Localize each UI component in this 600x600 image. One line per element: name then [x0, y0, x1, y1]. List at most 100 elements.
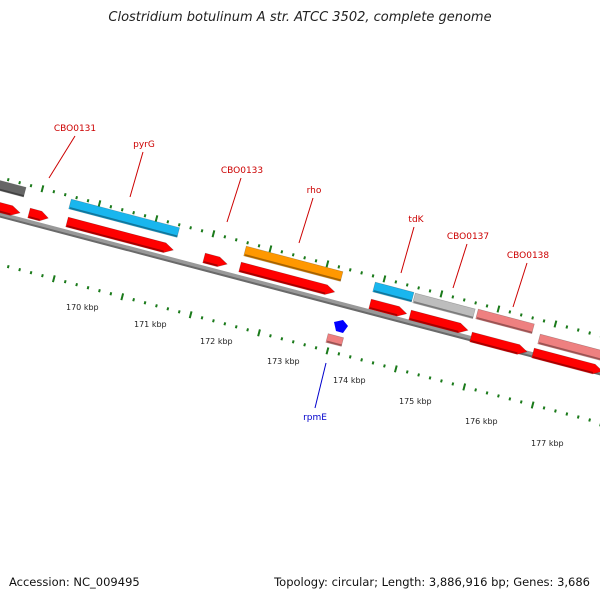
cds-arrow: [408, 309, 469, 334]
cds-arrow-shape: [408, 309, 469, 334]
tick-mark: [348, 355, 352, 359]
tick-mark: [6, 264, 10, 269]
cds-box: [475, 308, 535, 334]
tick-mark: [325, 260, 330, 268]
tick-mark: [303, 256, 306, 260]
tick-mark: [132, 211, 135, 215]
tick-mark: [109, 292, 113, 296]
cds-arrow-shade: [470, 340, 518, 354]
tick-mark: [337, 265, 341, 269]
tick-mark: [474, 388, 477, 392]
leader-line: [512, 262, 528, 308]
cds-arrow-shade: [239, 270, 326, 295]
cds-box: [372, 281, 415, 303]
gene-label-cbo0137: CBO0137: [447, 232, 489, 242]
cds-box-shape: [537, 333, 600, 362]
tick-mark: [86, 199, 90, 203]
tick-mark: [63, 193, 67, 197]
tick-mark: [393, 365, 398, 373]
tick-mark: [143, 214, 147, 218]
tick-mark: [52, 190, 56, 194]
tick-mark: [576, 328, 580, 332]
tick-mark: [40, 185, 45, 193]
cds-box-shape: [412, 292, 476, 320]
tick-mark: [314, 346, 318, 350]
scale-label: 175 kbp: [399, 397, 432, 406]
tick-mark: [143, 301, 147, 305]
scale-label: 170 kbp: [66, 303, 99, 312]
tick-mark: [234, 238, 238, 242]
tick-mark: [360, 358, 363, 362]
lower-tick-track: [6, 264, 600, 427]
tick-mark: [188, 311, 193, 319]
cds-arrow-shade: [409, 318, 459, 333]
tick-mark: [508, 397, 512, 401]
tick-mark: [291, 340, 295, 344]
gene-label-cbo0138: CBO0138: [507, 251, 550, 261]
tick-mark: [246, 328, 249, 332]
scale-label: 172 kbp: [200, 337, 233, 346]
cds-box-shade: [476, 317, 533, 334]
tick-mark: [485, 304, 489, 308]
tick-mark: [166, 307, 170, 311]
tick-mark: [120, 293, 125, 301]
feature-layer: [0, 177, 600, 375]
tick-mark: [428, 289, 432, 293]
cds-box-shade: [244, 254, 341, 281]
tick-mark: [109, 205, 113, 209]
cds-arrow-shape: [65, 216, 174, 253]
cds-box-shape: [475, 308, 535, 334]
tick-mark: [280, 250, 284, 254]
cds-arrow: [368, 298, 408, 317]
label-layer: 170 kbp 171 kbp 172 kbp 173 kbp 174 kbp 175 k…: [54, 124, 564, 448]
tick-mark: [542, 319, 546, 323]
tick-mark: [51, 275, 56, 283]
cds-box: [243, 245, 344, 282]
cds-box-shape: [0, 177, 27, 198]
tick-mark: [211, 230, 216, 238]
tick-mark: [439, 290, 444, 298]
tick-mark: [166, 220, 170, 224]
cds-arrow: [469, 331, 528, 355]
tick-mark: [75, 196, 78, 200]
tick-mark: [29, 270, 33, 275]
scale-label: 176 kbp: [465, 417, 498, 426]
tick-mark: [462, 298, 466, 302]
leader-line: [452, 243, 468, 289]
cds-arrow-shade: [532, 356, 594, 374]
cds-arrow-shape: [469, 331, 528, 355]
tick-mark: [325, 347, 330, 355]
tick-mark: [6, 177, 10, 182]
tick-mark: [394, 280, 398, 284]
tick-mark: [291, 253, 295, 257]
tick-mark: [497, 394, 500, 398]
cds-box-shape: [372, 281, 415, 303]
tick-mark: [588, 331, 591, 335]
cds-box: [412, 292, 476, 320]
tick-mark: [565, 412, 569, 416]
tick-mark: [496, 305, 501, 313]
cds-arrow: [202, 252, 228, 267]
tick-mark: [212, 319, 215, 323]
cds-box-shade: [538, 342, 600, 361]
cds-box: [537, 333, 600, 362]
tick-mark: [417, 286, 420, 290]
tick-mark: [371, 274, 375, 278]
tick-mark: [155, 304, 158, 308]
cds-arrow: [27, 207, 49, 222]
cds-box-shade: [69, 207, 178, 238]
genome-summary-text: Topology: circular; Length: 3,886,916 bp…: [274, 575, 590, 589]
tick-mark: [405, 283, 409, 287]
cds-arrow-shape: [238, 261, 336, 295]
tick-mark: [257, 244, 261, 248]
tick-mark: [440, 379, 443, 383]
cds-box: [0, 177, 27, 198]
cds-box-shade: [373, 290, 412, 302]
tick-mark: [383, 364, 386, 368]
leader-line: [298, 197, 314, 244]
tick-mark: [417, 373, 420, 377]
tick-mark: [86, 286, 90, 290]
cds-box-shape: [68, 198, 180, 238]
tick-mark: [314, 259, 318, 263]
tick-mark: [97, 200, 102, 208]
